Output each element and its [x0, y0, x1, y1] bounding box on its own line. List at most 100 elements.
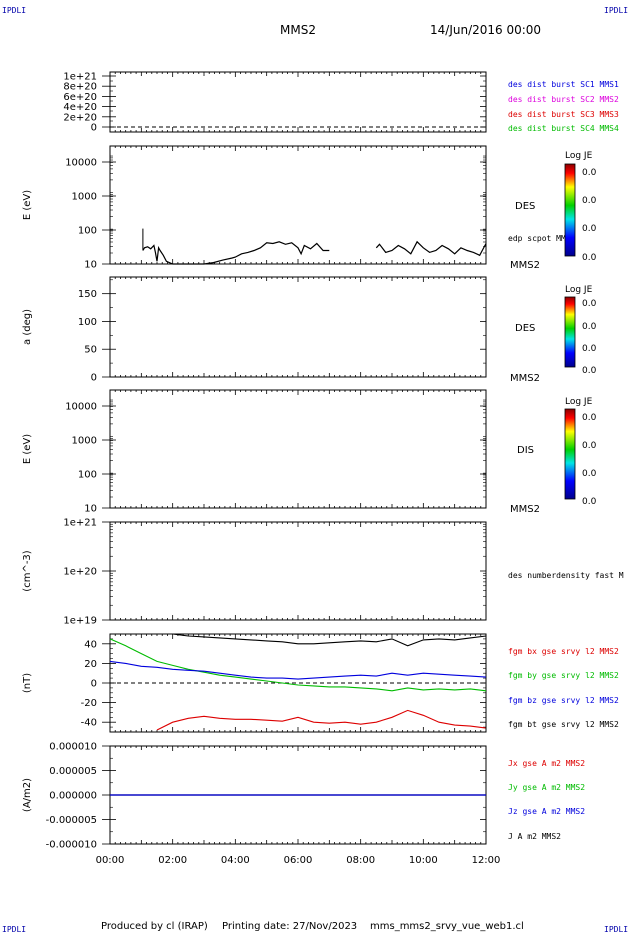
time-ticks — [109, 146, 487, 264]
time-tick-label: 00:00 — [96, 855, 125, 866]
b-field-series-line — [109, 638, 487, 692]
time-ticks — [109, 634, 487, 732]
b-field-series-line — [156, 709, 487, 731]
y-tick-label: 0.000000 — [49, 791, 97, 802]
legend-bx: fgm bx gse srvy l2 MMS2 — [508, 647, 619, 656]
y-tick-label: 1e+21 — [63, 518, 97, 529]
colorbar-tick: 0.0 — [582, 299, 597, 309]
scpot-series-line — [375, 240, 487, 257]
panel-frame — [109, 521, 487, 621]
panel-frame — [109, 71, 487, 133]
y-tick-label: 1e+19 — [63, 616, 97, 627]
y-tick-label: 10000 — [65, 402, 97, 413]
y-tick-label: 4e+20 — [63, 102, 97, 113]
colorbar — [564, 296, 576, 368]
corner-label-bottom-left: IPDLI — [2, 925, 26, 934]
corner-label-top-right: IPDLI — [604, 6, 628, 15]
y-tick-label: 0 — [91, 123, 97, 134]
colorbar-title: Log JE — [565, 151, 593, 161]
panel-des-energy: 10000 1000 100 10 E (eV) DES edp scpot MMS2… — [22, 145, 597, 271]
time-tick-label: 08:00 — [346, 855, 375, 866]
y-tick-label: 10000 — [65, 158, 97, 169]
colorbar-tick: 0.0 — [582, 497, 597, 507]
time-ticks — [109, 72, 487, 132]
time-tick-label: 10:00 — [409, 855, 438, 866]
footer-printing-date: Printing date: 27/Nov/2023 — [222, 921, 357, 932]
y-tick-label: 1000 — [72, 436, 97, 447]
colorbar-tick: 0.0 — [582, 413, 597, 423]
y-tick-label: 150 — [78, 289, 97, 300]
ylabel-am2: (A/m2) — [22, 778, 33, 812]
colorbar-tick: 0.0 — [582, 344, 597, 354]
panel-current-density: 0.000010 0.000005 0.000000 -0.000005 -0.0000… — [22, 742, 585, 851]
y-tick-label: 100 — [78, 226, 97, 237]
y-tick-label: 2e+20 — [63, 112, 97, 123]
date-title: 14/Jun/2016 00:00 — [430, 23, 541, 37]
footer-filename: mms_mms2_srvy_vue_web1.cl — [370, 921, 524, 932]
time-ticks — [109, 746, 487, 844]
colorbar-title: Log JE — [565, 397, 593, 407]
footer-produced: Produced by cl (IRAP) — [101, 921, 208, 932]
panel-number-density: 1e+21 1e+20 1e+19 (cm^-3) des numberdensit… — [22, 518, 624, 627]
legend-sc4: des dist burst SC4 MMS4 — [508, 124, 619, 133]
colorbar — [564, 408, 576, 500]
y-tick-label: 50 — [84, 345, 97, 356]
y-tick-label: 0 — [91, 679, 97, 690]
b-field-series-line — [109, 660, 487, 680]
legend-sc1: des dist burst SC1 MMS1 — [508, 80, 619, 89]
time-tick-label: 04:00 — [221, 855, 250, 866]
panel-dis-energy: 10000 1000 100 10 E (eV) DIS MMS2 Log JE 0.… — [22, 389, 597, 515]
spacecraft-title: MMS2 — [280, 23, 316, 37]
ylabel-pitch: a (deg) — [22, 309, 33, 345]
colorbar-ticks: 0.0 0.0 0.0 0.0 — [582, 413, 597, 507]
b-field-series-line — [172, 633, 487, 647]
y-tick-label: 10 — [84, 504, 97, 515]
time-tick-label: 12:00 — [472, 855, 501, 866]
y-tick-label: 100 — [78, 470, 97, 481]
y-tick-label: -0.000010 — [46, 840, 97, 851]
colorbar-ticks: 0.0 0.0 0.0 0.0 — [582, 168, 597, 263]
legend-jx: Jx gse A m2 MMS2 — [508, 759, 585, 768]
y-tick-label: -40 — [81, 718, 97, 729]
legend-jy: Jy gse A m2 MMS2 — [508, 783, 585, 792]
panel-magnetic-field: 40 20 0 -20 -40 (nT) fgm bx gse srvy l2 MMS2… — [22, 633, 619, 733]
y-tick-label: 1e+20 — [63, 567, 97, 578]
time-tick-label: 06:00 — [284, 855, 313, 866]
time-axis: 00:00 02:00 04:00 06:00 08:00 10:00 12:00 — [96, 855, 501, 866]
y-tick-label: 40 — [84, 639, 97, 650]
legend-bt: fgm bt gse srvy l2 MMS2 — [508, 720, 619, 729]
ylabel-density: (cm^-3) — [22, 550, 33, 591]
y-tick-label: 0 — [91, 373, 97, 384]
density-legend: des numberdensity fast M — [508, 571, 624, 580]
colorbar — [564, 163, 576, 257]
ylabel-energy: E (eV) — [22, 190, 33, 220]
colorbar-tick: 0.0 — [582, 322, 597, 332]
sc-label: MMS2 — [510, 260, 540, 271]
corner-label-top-left: IPDLI — [2, 6, 26, 15]
colorbar-tick: 0.0 — [582, 224, 597, 234]
panel-des-pitch-angle: 150 100 50 0 a (deg) DES MMS2 Log JE 0.0 0.… — [22, 276, 597, 384]
y-tick-label: -20 — [81, 698, 97, 709]
corner-label-bottom-right: IPDLI — [604, 925, 628, 934]
y-tick-label: 100 — [78, 317, 97, 328]
species-label-des: DES — [515, 323, 535, 334]
colorbar-tick: 0.0 — [582, 253, 597, 263]
colorbar-title: Log JE — [565, 285, 593, 295]
panel-frame — [109, 389, 487, 509]
colorbar-tick: 0.0 — [582, 196, 597, 206]
time-tick-label: 02:00 — [158, 855, 187, 866]
sc-label: MMS2 — [510, 373, 540, 384]
time-ticks — [109, 277, 487, 377]
y-tick-label: 1e+21 — [63, 72, 97, 83]
legend-jz: Jz gse A m2 MMS2 — [508, 807, 585, 816]
species-label-des: DES — [515, 201, 535, 212]
y-tick-label: -0.000005 — [46, 815, 97, 826]
sc-label: MMS2 — [510, 504, 540, 515]
colorbar-tick: 0.0 — [582, 469, 597, 479]
legend-j: J A m2 MMS2 — [508, 832, 561, 841]
colorbar-tick: 0.0 — [582, 366, 597, 376]
panel-frame — [109, 145, 487, 265]
time-ticks — [109, 522, 487, 620]
